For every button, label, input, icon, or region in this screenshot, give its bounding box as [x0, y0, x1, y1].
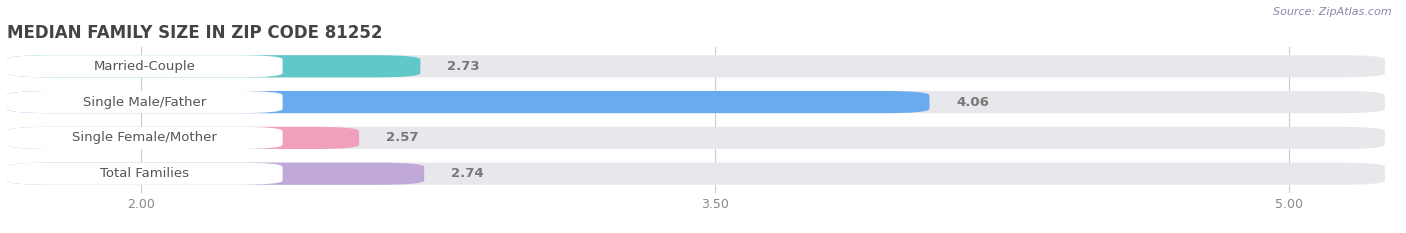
FancyBboxPatch shape: [7, 127, 1385, 149]
Text: 2.73: 2.73: [447, 60, 479, 73]
FancyBboxPatch shape: [7, 163, 1385, 185]
FancyBboxPatch shape: [7, 163, 425, 185]
Text: Source: ZipAtlas.com: Source: ZipAtlas.com: [1274, 7, 1392, 17]
Text: 2.74: 2.74: [451, 167, 484, 180]
FancyBboxPatch shape: [7, 91, 1385, 113]
FancyBboxPatch shape: [7, 163, 283, 185]
FancyBboxPatch shape: [7, 55, 1385, 77]
FancyBboxPatch shape: [7, 55, 283, 77]
FancyBboxPatch shape: [7, 127, 359, 149]
Text: MEDIAN FAMILY SIZE IN ZIP CODE 81252: MEDIAN FAMILY SIZE IN ZIP CODE 81252: [7, 24, 382, 42]
Text: Single Female/Mother: Single Female/Mother: [72, 131, 218, 144]
Text: Single Male/Father: Single Male/Father: [83, 96, 207, 109]
Text: 4.06: 4.06: [956, 96, 988, 109]
Text: 2.57: 2.57: [385, 131, 419, 144]
FancyBboxPatch shape: [7, 55, 420, 77]
FancyBboxPatch shape: [7, 91, 929, 113]
FancyBboxPatch shape: [7, 91, 283, 113]
Text: Married-Couple: Married-Couple: [94, 60, 195, 73]
Text: Total Families: Total Families: [100, 167, 190, 180]
FancyBboxPatch shape: [7, 127, 283, 149]
